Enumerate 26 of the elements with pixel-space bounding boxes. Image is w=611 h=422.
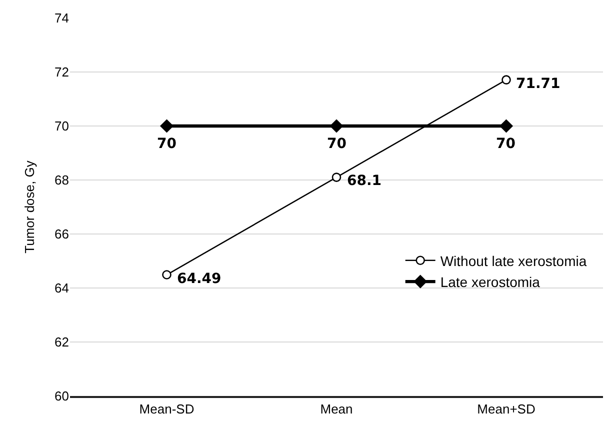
point [502,75,511,84]
data-label: 68.1 [347,173,382,189]
point [330,120,343,132]
legend-label: Without late xerostomia [440,252,587,269]
y-tick-label: 64 [54,280,69,296]
y-tick-label: 62 [54,334,69,350]
legend-label: Late xerostomia [440,274,540,290]
y-tick-label: 74 [54,10,69,26]
data-label: 70 [496,136,516,152]
y-tick-label: 60 [54,388,69,404]
y-tick-label: 66 [54,226,69,242]
x-tick-label: Mean [320,401,353,416]
y-tick-label: 68 [54,172,69,188]
point [332,172,342,182]
y-tick-label: 72 [54,64,69,80]
data-label: 71.71 [516,76,560,92]
data-label: 64.49 [177,271,222,287]
point [160,120,174,132]
point [500,120,513,132]
y-tick-label: 70 [54,118,69,134]
point [162,270,172,280]
y-axis-title: Tumor dose, Gy [22,160,37,254]
data-label: 70 [157,136,177,152]
x-tick-label: Mean-SD [139,401,194,416]
data-label: 70 [327,136,347,152]
x-tick-label: Mean+SD [477,401,536,416]
